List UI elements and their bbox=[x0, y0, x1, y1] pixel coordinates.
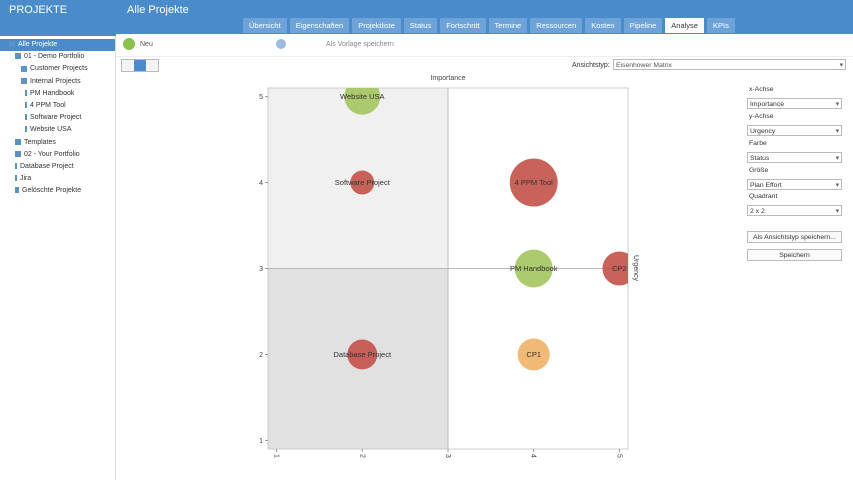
y-tick-label: 5 bbox=[259, 94, 263, 101]
tab[interactable]: Ressourcen bbox=[530, 18, 583, 33]
bubble bbox=[344, 88, 381, 115]
tree-label: Website USA bbox=[30, 126, 72, 134]
tree-item[interactable]: 01 - Demo Portfolio bbox=[0, 51, 115, 63]
main-header: Alle Projekte Übersicht Eigenschaften Pr… bbox=[116, 0, 853, 34]
tree-label: Database Project bbox=[20, 162, 74, 170]
tree-label: Jira bbox=[20, 175, 32, 183]
tree-item[interactable]: 4 PPM Tool bbox=[0, 100, 115, 112]
tree-label: Gelöschte Projekte bbox=[22, 187, 82, 195]
tree-label: Software Project bbox=[30, 114, 82, 122]
page-title: Alle Projekte bbox=[127, 4, 189, 16]
field-label: Farbe bbox=[749, 140, 767, 147]
tab[interactable]: Eigenschaften bbox=[289, 18, 350, 33]
sidebar: Alle Projekte 01 - Demo Portfolio Custom… bbox=[0, 36, 116, 480]
y-tick-label: 1 bbox=[259, 438, 263, 445]
tab[interactable]: Termine bbox=[488, 18, 528, 33]
tree-item[interactable]: Website USA bbox=[0, 124, 115, 136]
field-label: y-Achse bbox=[749, 113, 774, 120]
field-select[interactable]: 2 x 2 bbox=[747, 205, 842, 217]
new-button[interactable]: Neu bbox=[140, 41, 153, 48]
sidebar-title: PROJEKTE bbox=[9, 4, 68, 16]
bubble bbox=[347, 339, 378, 370]
tree-item[interactable]: Software Project bbox=[0, 112, 115, 124]
y-tick-label: 4 bbox=[259, 180, 263, 187]
tree-item[interactable]: PM Handbook bbox=[0, 88, 115, 100]
tree-item[interactable]: Gelöschte Projekte bbox=[0, 185, 115, 197]
tree-label: 02 - Your Portfolio bbox=[24, 150, 80, 158]
y-axis-title: Urgency bbox=[632, 255, 639, 282]
x-tick-label: 3 bbox=[444, 454, 451, 458]
field-label: Quadrant bbox=[749, 193, 778, 200]
field-label: x-Achse bbox=[749, 86, 774, 93]
tree-label: Internal Projects bbox=[30, 77, 81, 85]
bubble-label: 4 PPM Tool bbox=[515, 178, 554, 187]
plot-area bbox=[344, 88, 628, 371]
bubble-label: Website USA bbox=[340, 92, 384, 101]
tree-item[interactable]: Templates bbox=[0, 137, 115, 149]
tabs: Übersicht Eigenschaften Projektliste Sta… bbox=[243, 18, 735, 33]
bubble bbox=[350, 170, 375, 195]
save-template-button[interactable]: Als Vorlage speichern bbox=[326, 41, 394, 48]
x-tick-label: 5 bbox=[615, 454, 622, 458]
bubble-label: Database Project bbox=[334, 350, 392, 359]
save-view-button[interactable]: Als Ansichtstyp speichern... bbox=[747, 231, 842, 243]
x-tick-label: 2 bbox=[358, 454, 365, 458]
tree-item[interactable]: Customer Projects bbox=[0, 63, 115, 75]
tab[interactable]: Projektliste bbox=[352, 18, 401, 33]
save-button[interactable]: Speichern bbox=[747, 249, 842, 261]
field-select[interactable]: Plan Effort bbox=[747, 179, 842, 191]
tree-item[interactable]: Alle Projekte bbox=[0, 39, 115, 52]
field-select[interactable]: Importance bbox=[747, 98, 842, 110]
x-tick-label: 4 bbox=[530, 454, 537, 458]
view-label: Ansichtstyp: bbox=[572, 62, 610, 69]
tab[interactable]: Status bbox=[403, 18, 438, 33]
tree-item[interactable]: Jira bbox=[0, 173, 115, 185]
tab[interactable]: Fortschritt bbox=[440, 18, 486, 33]
tree-label: Customer Projects bbox=[30, 65, 88, 73]
sidebar-header: PROJEKTE bbox=[0, 0, 116, 36]
y-tick-label: 2 bbox=[259, 352, 263, 359]
tree-label: Alle Projekte bbox=[18, 41, 58, 48]
tree-label: 4 PPM Tool bbox=[30, 101, 66, 109]
y-tick-label: 3 bbox=[259, 266, 263, 273]
tree-label: 01 - Demo Portfolio bbox=[24, 53, 85, 61]
field-select[interactable]: Urgency bbox=[747, 125, 842, 137]
field-select[interactable]: Status bbox=[747, 152, 842, 164]
tab[interactable]: Kosten bbox=[585, 18, 621, 33]
settings-panel: x-Achse Importance y-Achse Urgency Farbe… bbox=[747, 0, 847, 480]
toolbar: Neu Als Vorlage speichern Ansichtstyp: E… bbox=[116, 34, 853, 72]
tree-item[interactable]: 02 - Your Portfolio bbox=[0, 149, 115, 161]
bubble-label: Software Project bbox=[335, 178, 391, 187]
tab[interactable]: KPIs bbox=[706, 18, 735, 33]
x-tick-label: 1 bbox=[273, 454, 280, 458]
view-switch[interactable] bbox=[121, 59, 159, 72]
tab[interactable]: Übersicht bbox=[243, 18, 287, 33]
bubble-label: PM Handbook bbox=[510, 264, 558, 273]
x-axis-title: Importance bbox=[430, 75, 465, 82]
tab[interactable]: Analyse bbox=[665, 18, 704, 33]
tree-item[interactable]: Database Project bbox=[0, 161, 115, 173]
tree-item[interactable]: Internal Projects bbox=[0, 76, 115, 88]
info-icon[interactable] bbox=[276, 39, 286, 49]
view-select[interactable]: Eisenhower Matrix bbox=[613, 59, 846, 71]
new-icon[interactable] bbox=[123, 38, 135, 50]
bubble bbox=[509, 158, 558, 207]
field-label: Größe bbox=[749, 167, 769, 174]
bubble-label: CP2 bbox=[612, 264, 627, 273]
tree-label: PM Handbook bbox=[30, 89, 75, 97]
bubble bbox=[602, 251, 628, 286]
bubble bbox=[514, 249, 553, 288]
bubble-label: CP1 bbox=[526, 350, 541, 359]
bubble bbox=[517, 338, 550, 371]
tree-label: Templates bbox=[24, 138, 56, 146]
tab[interactable]: Pipeline bbox=[623, 18, 663, 33]
